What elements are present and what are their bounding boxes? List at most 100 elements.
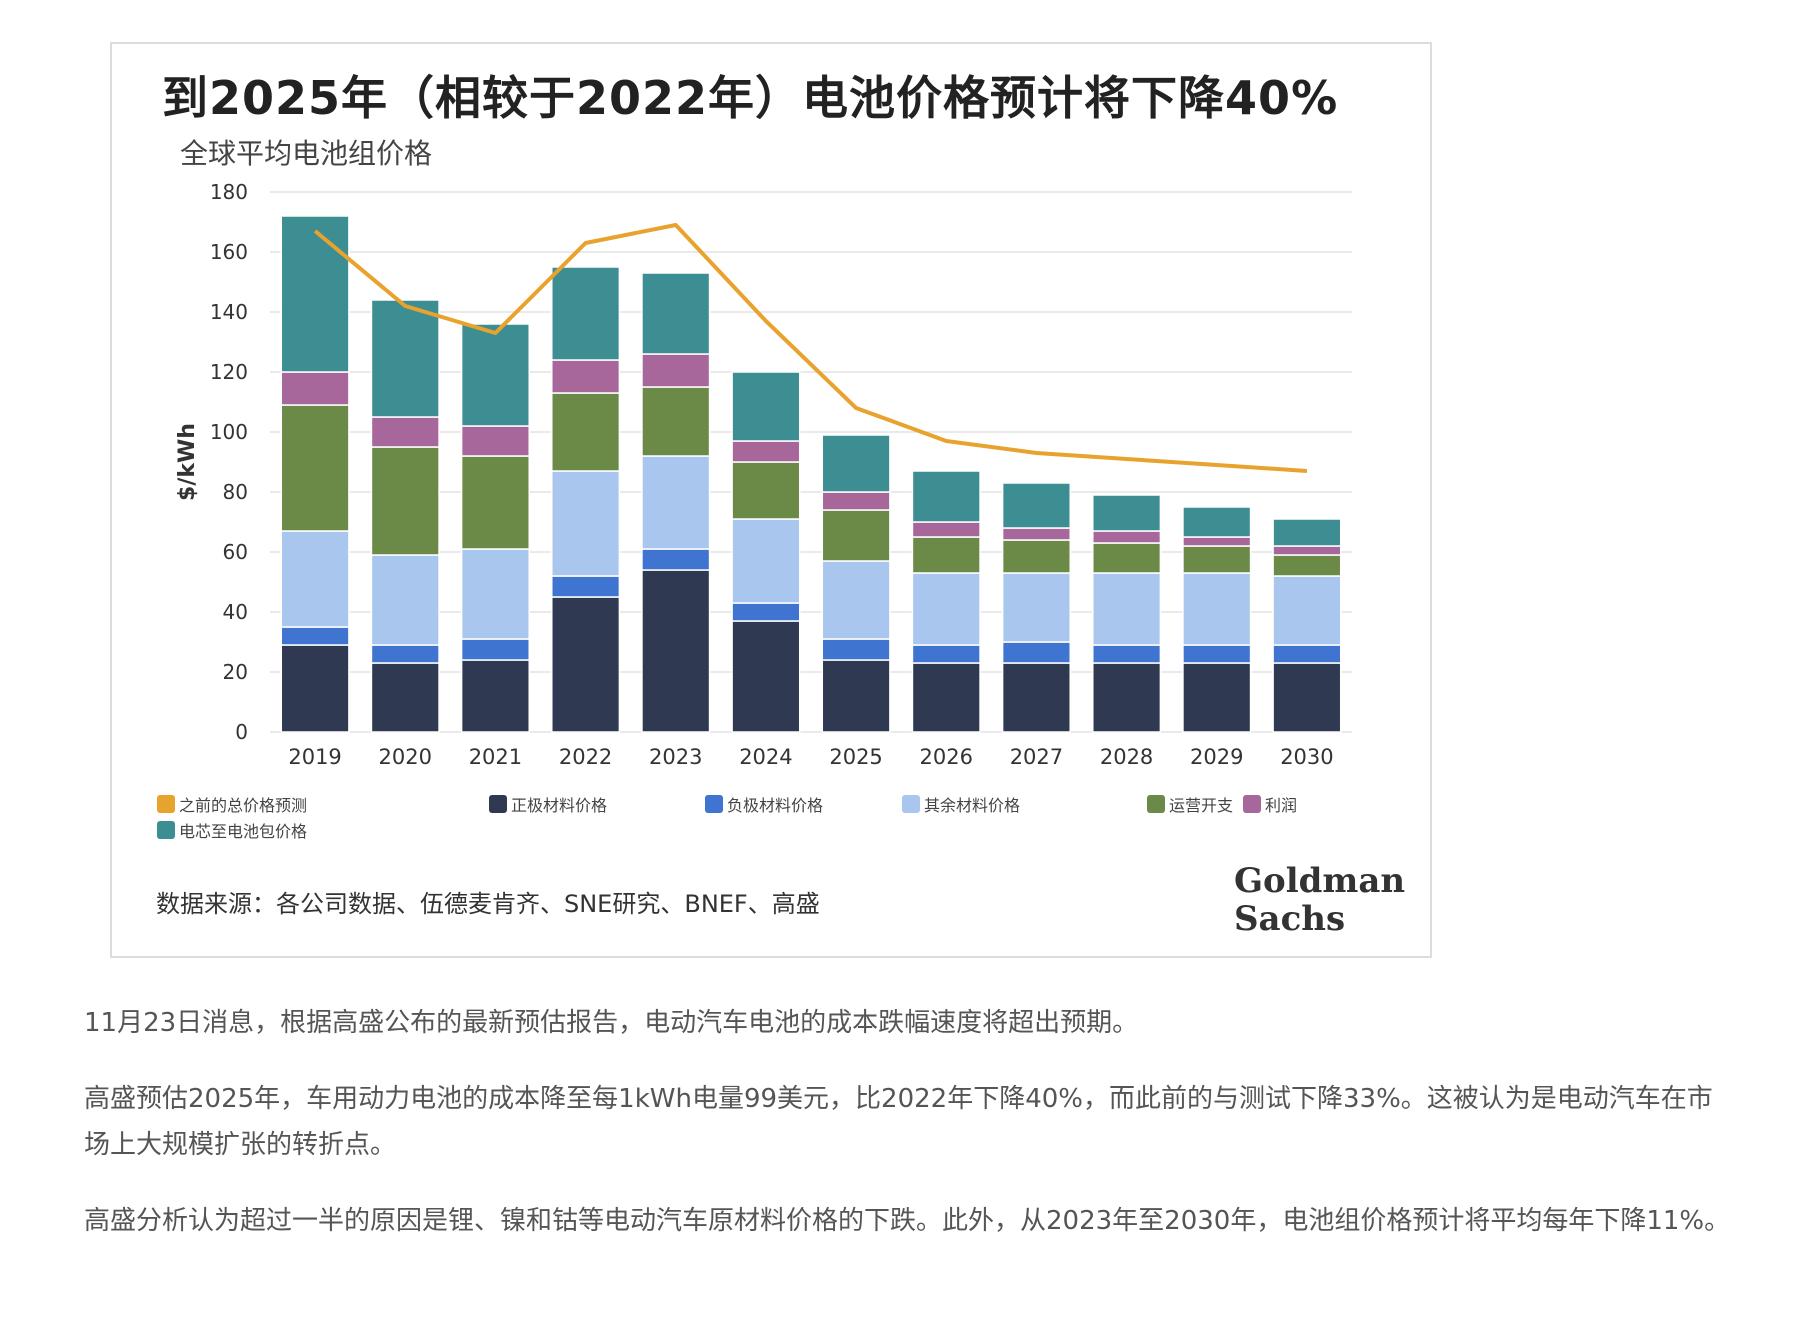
bar-segment-anode-2027 xyxy=(1001,641,1071,664)
bar-segment-anode-2025 xyxy=(821,638,891,661)
bar-segment-profit-2030 xyxy=(1272,545,1342,556)
y-tick-label: 60 xyxy=(223,540,248,564)
source-note: 数据来源：各公司数据、伍德麦肯齐、SNE研究、BNEF、高盛 xyxy=(156,890,820,918)
bar-segment-other_materials-2026 xyxy=(911,572,981,646)
bar-segment-profit-2023 xyxy=(641,353,711,388)
x-tick-label: 2029 xyxy=(1190,745,1243,769)
legend-label: 电芯至电池包价格 xyxy=(179,822,308,841)
logo-line-2: Sachs xyxy=(1234,899,1346,939)
y-tick-label: 0 xyxy=(235,720,248,744)
legend-swatch-other-materials xyxy=(902,795,920,813)
y-tick-label: 40 xyxy=(223,600,248,624)
bar-segment-profit-2020 xyxy=(370,416,440,448)
bar-segment-cell_to_pack-2021 xyxy=(460,323,530,427)
y-tick-label: 80 xyxy=(223,480,248,504)
bar-segment-operating-2020 xyxy=(370,446,440,556)
y-tick-label: 140 xyxy=(210,300,248,324)
x-tick-label: 2023 xyxy=(649,745,702,769)
bar-segment-cathode-2027 xyxy=(1001,662,1071,733)
bar-segment-cell_to_pack-2019 xyxy=(280,215,350,373)
bar-segment-other_materials-2027 xyxy=(1001,572,1071,643)
bar-segment-profit-2028 xyxy=(1092,530,1162,544)
y-axis-label: $/kWh xyxy=(175,423,200,501)
legend-label: 正极材料价格 xyxy=(511,796,608,815)
legend-item-operating: 运营开支 xyxy=(1147,792,1233,816)
x-tick-label: 2021 xyxy=(469,745,522,769)
bar-segment-cell_to_pack-2030 xyxy=(1272,518,1342,547)
bar-segment-anode-2024 xyxy=(731,602,801,622)
bar-segment-cathode-2023 xyxy=(641,569,711,733)
y-tick-label: 20 xyxy=(223,660,248,684)
bar-segment-anode-2030 xyxy=(1272,644,1342,664)
legend-item-other-materials: 其余材料价格 xyxy=(902,792,1020,816)
legend-swatch-anode xyxy=(705,795,723,813)
bar-segment-profit-2019 xyxy=(280,371,350,406)
legend-label: 其余材料价格 xyxy=(924,796,1021,815)
article-body: 11月23日消息，根据高盛公布的最新预估报告，电动汽车电池的成本跌幅速度将超出预… xyxy=(84,1000,1734,1274)
bar-segment-operating-2029 xyxy=(1182,545,1252,574)
legend-item-cathode: 正极材料价格 xyxy=(489,792,607,816)
bar-segment-other_materials-2028 xyxy=(1092,572,1162,646)
y-tick-label: 160 xyxy=(210,240,248,264)
y-tick-label: 100 xyxy=(210,420,248,444)
legend-label: 运营开支 xyxy=(1169,796,1234,815)
bar-segment-profit-2022 xyxy=(551,359,621,394)
bar-segment-cathode-2026 xyxy=(911,662,981,733)
bar-segment-cell_to_pack-2029 xyxy=(1182,506,1252,538)
bar-segment-other_materials-2022 xyxy=(551,470,621,577)
article-paragraph-3: 高盛分析认为超过一半的原因是锂、镍和钴等电动汽车原材料价格的下跌。此外，从202… xyxy=(84,1206,1731,1236)
x-tick-label: 2019 xyxy=(288,745,341,769)
bar-segment-other_materials-2025 xyxy=(821,560,891,640)
chart-title: 到2025年（相较于2022年）电池价格预计将下降40% xyxy=(162,71,1339,125)
y-tick-label: 180 xyxy=(210,180,248,204)
bar-segment-operating-2028 xyxy=(1092,542,1162,574)
legend-item-profit: 利润 xyxy=(1243,792,1297,816)
bar-segment-profit-2021 xyxy=(460,425,530,457)
bar-segment-other_materials-2019 xyxy=(280,530,350,628)
bar-segment-cathode-2028 xyxy=(1092,662,1162,733)
bar-segment-profit-2024 xyxy=(731,440,801,463)
x-tick-label: 2030 xyxy=(1280,745,1333,769)
bar-segment-other_materials-2029 xyxy=(1182,572,1252,646)
bar-segment-operating-2023 xyxy=(641,386,711,457)
bar-segment-profit-2029 xyxy=(1182,536,1252,547)
bar-segment-cell_to_pack-2026 xyxy=(911,470,981,523)
stacked-bar-chart: 0 20 40 60 80 100 120 140 160 180 $/kWh 2019 2020 202… xyxy=(175,180,1352,769)
y-tick-label: 120 xyxy=(210,360,248,384)
bar-segment-operating-2021 xyxy=(460,455,530,550)
bar-segment-anode-2029 xyxy=(1182,644,1252,664)
legend: 之前的总价格预测 正极材料价格 负极材料价格 其余材料价格 运营开支 利润 电芯… xyxy=(157,792,1397,852)
x-tick-label: 2022 xyxy=(559,745,612,769)
x-tick-label: 2025 xyxy=(829,745,882,769)
bar-segment-cell_to_pack-2024 xyxy=(731,371,801,442)
legend-swatch-previous-forecast xyxy=(157,795,175,813)
bar-segment-cathode-2024 xyxy=(731,620,801,733)
bar-segment-operating-2019 xyxy=(280,404,350,532)
bar-segment-operating-2027 xyxy=(1001,539,1071,574)
bar-segment-anode-2022 xyxy=(551,575,621,598)
bar-segment-cathode-2029 xyxy=(1182,662,1252,733)
bar-segment-cell_to_pack-2020 xyxy=(370,299,440,418)
bar-segment-cell_to_pack-2028 xyxy=(1092,494,1162,532)
legend-swatch-cell-to-pack xyxy=(157,821,175,839)
bar-segment-cathode-2030 xyxy=(1272,662,1342,733)
legend-label: 之前的总价格预测 xyxy=(179,796,308,815)
bar-segment-cell_to_pack-2027 xyxy=(1001,482,1071,529)
legend-item-previous-forecast: 之前的总价格预测 xyxy=(157,792,307,816)
x-tick-label: 2026 xyxy=(920,745,973,769)
bar-segment-cathode-2021 xyxy=(460,659,530,733)
logo-line-1: Goldman xyxy=(1234,861,1406,901)
bar-segment-other_materials-2024 xyxy=(731,518,801,604)
legend-swatch-operating xyxy=(1147,795,1165,813)
legend-swatch-profit xyxy=(1243,795,1261,813)
bar-segment-cell_to_pack-2023 xyxy=(641,272,711,355)
x-tick-label: 2024 xyxy=(739,745,792,769)
goldman-sachs-logo: Goldman Sachs xyxy=(1234,862,1405,938)
chart-frame: 到2025年（相较于2022年）电池价格预计将下降40% 全球平均电池组价格 0… xyxy=(110,42,1432,958)
bar-segment-operating-2026 xyxy=(911,536,981,574)
bar-segment-anode-2026 xyxy=(911,644,981,664)
bar-segment-cathode-2022 xyxy=(551,596,621,733)
bar-segment-operating-2022 xyxy=(551,392,621,472)
bar-segment-operating-2030 xyxy=(1272,554,1342,577)
legend-label: 负极材料价格 xyxy=(727,796,824,815)
